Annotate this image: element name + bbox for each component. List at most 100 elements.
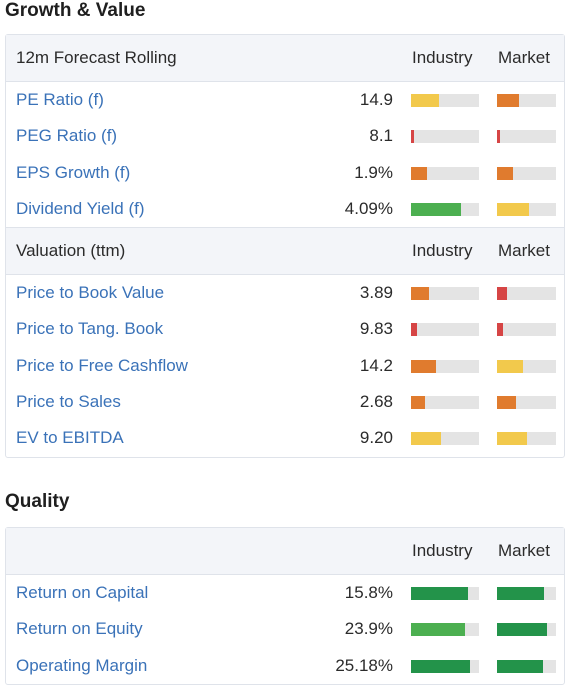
metric-row-return-on-capital: Return on Capital 15.8% <box>6 575 564 611</box>
industry-rank-fill <box>411 287 429 301</box>
metric-row-return-on-equity: Return on Equity 23.9% <box>6 611 564 647</box>
metric-link-price-to-tang-book[interactable]: Price to Tang. Book <box>16 319 164 339</box>
industry-rank-bar <box>411 94 479 107</box>
metric-value: 8.1 <box>369 126 393 146</box>
market-column-label: Market <box>498 241 550 261</box>
market-rank-bar <box>497 432 556 446</box>
market-rank-fill <box>497 94 519 107</box>
market-rank-bar <box>497 359 556 373</box>
metric-row-ev-to-ebitda: EV to EBITDA 9.20 <box>6 420 564 456</box>
growth-value-panel: 12m Forecast Rolling Industry Market PE … <box>5 34 565 458</box>
market-rank-bar <box>497 130 556 144</box>
metric-row-price-to-free-cashflow: Price to Free Cashflow 14.2 <box>6 348 564 384</box>
metric-link-price-to-book-value[interactable]: Price to Book Value <box>16 283 165 303</box>
industry-rank-fill <box>411 359 437 373</box>
industry-rank-bar <box>411 659 479 673</box>
metric-value: 3.89 <box>359 283 393 303</box>
forecast-rows: PE Ratio (f) 14.9 PEG Ratio (f) 8.1 EPS Grow… <box>6 82 564 227</box>
industry-rank-bar <box>411 396 479 410</box>
industry-rank-bar <box>411 166 479 180</box>
industry-column-label: Industry <box>412 541 473 560</box>
market-column-label: Market <box>498 541 550 560</box>
industry-rank-bar <box>411 130 479 144</box>
metric-link-eps-growth-f[interactable]: EPS Growth (f) <box>16 162 131 182</box>
market-rank-bar <box>497 202 556 216</box>
quality-header: Industry Market <box>6 528 564 575</box>
metric-link-price-to-sales[interactable]: Price to Sales <box>16 392 121 412</box>
market-rank-bar <box>497 587 556 600</box>
industry-rank-fill <box>411 323 418 337</box>
quality-panel: Industry Market Return on Capital 15.8% Re… <box>5 527 565 685</box>
quality-rows: Return on Capital 15.8% Return on Equity 23… <box>6 575 564 684</box>
industry-column-label: Industry <box>412 48 473 67</box>
industry-rank-bar <box>411 623 479 637</box>
market-rank-fill <box>497 432 528 446</box>
market-rank-fill <box>497 623 548 637</box>
industry-rank-bar <box>411 323 479 337</box>
industry-rank-bar <box>411 202 479 216</box>
metric-value: 4.09% <box>344 198 393 218</box>
market-rank-fill <box>497 202 529 216</box>
metric-value: 9.83 <box>359 319 393 339</box>
metric-value: 1.9% <box>354 162 393 182</box>
growth-value-title: Growth & Value <box>5 0 146 21</box>
metric-value: 15.8% <box>344 583 393 602</box>
valuation-rows: Price to Book Value 3.89 Price to Tang. Bo… <box>6 275 564 456</box>
forecast-header-label: 12m Forecast Rolling <box>16 48 177 67</box>
metric-row-pe-ratio-f: PE Ratio (f) 14.9 <box>6 82 564 118</box>
market-rank-bar <box>497 287 556 301</box>
valuation-header-label: Valuation (ttm) <box>16 241 126 261</box>
metric-row-dividend-yield-f: Dividend Yield (f) 4.09% <box>6 191 564 227</box>
market-rank-fill <box>497 323 503 337</box>
industry-rank-fill <box>411 202 462 216</box>
metric-value: 25.18% <box>335 655 393 675</box>
industry-column-label: Industry <box>412 241 473 261</box>
metric-link-peg-ratio-f[interactable]: PEG Ratio (f) <box>16 126 118 146</box>
metric-value: 14.9 <box>359 90 393 109</box>
industry-rank-bar <box>411 432 479 446</box>
metric-link-pe-ratio-f[interactable]: PE Ratio (f) <box>16 90 104 109</box>
market-rank-bar <box>497 659 556 673</box>
industry-rank-fill <box>411 432 441 446</box>
metric-value: 14.2 <box>359 355 393 375</box>
market-rank-fill <box>497 659 544 673</box>
market-rank-fill <box>497 359 523 373</box>
market-rank-bar <box>497 166 556 180</box>
valuation-header: Valuation (ttm) Industry Market <box>6 227 564 276</box>
metric-link-price-to-free-cashflow[interactable]: Price to Free Cashflow <box>16 355 188 375</box>
forecast-header: 12m Forecast Rolling Industry Market <box>6 35 564 82</box>
industry-rank-bar <box>411 359 479 373</box>
metric-link-dividend-yield-f[interactable]: Dividend Yield (f) <box>16 198 145 218</box>
industry-rank-fill <box>411 623 466 637</box>
industry-rank-bar <box>411 587 479 600</box>
market-rank-bar <box>497 396 556 410</box>
metric-row-eps-growth-f: EPS Growth (f) 1.9% <box>6 155 564 191</box>
market-rank-fill <box>497 130 500 144</box>
metric-link-return-on-equity[interactable]: Return on Equity <box>16 619 143 639</box>
metric-link-return-on-capital[interactable]: Return on Capital <box>16 583 149 602</box>
industry-rank-fill <box>411 130 414 144</box>
market-column-label: Market <box>498 48 550 67</box>
metric-row-peg-ratio-f: PEG Ratio (f) 8.1 <box>6 118 564 154</box>
industry-rank-fill <box>411 166 428 180</box>
market-rank-fill <box>497 587 545 600</box>
metric-link-ev-to-ebitda[interactable]: EV to EBITDA <box>16 428 124 448</box>
industry-rank-fill <box>411 659 471 673</box>
quality-title: Quality <box>5 491 70 512</box>
industry-rank-fill <box>411 587 469 600</box>
industry-rank-fill <box>411 396 426 410</box>
industry-rank-fill <box>411 94 439 107</box>
metric-row-price-to-sales: Price to Sales 2.68 <box>6 384 564 420</box>
metric-link-operating-margin[interactable]: Operating Margin <box>16 655 148 675</box>
market-rank-bar <box>497 94 556 107</box>
metric-value: 9.20 <box>359 428 393 448</box>
market-rank-fill <box>497 396 516 410</box>
market-rank-fill <box>497 287 508 301</box>
market-rank-fill <box>497 166 513 180</box>
metric-row-price-to-book-value: Price to Book Value 3.89 <box>6 275 564 311</box>
market-rank-bar <box>497 323 556 337</box>
metric-value: 23.9% <box>344 619 393 639</box>
metric-value: 2.68 <box>359 392 393 412</box>
metric-row-operating-margin: Operating Margin 25.18% <box>6 648 564 684</box>
metric-row-price-to-tang-book: Price to Tang. Book 9.83 <box>6 311 564 347</box>
